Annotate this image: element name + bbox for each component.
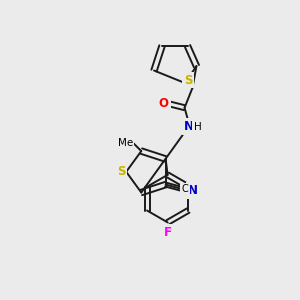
Text: F: F: [164, 226, 172, 239]
Text: O: O: [159, 97, 169, 110]
Text: N: N: [184, 120, 194, 133]
Text: Me: Me: [118, 138, 133, 148]
Text: S: S: [117, 165, 125, 178]
Text: S: S: [184, 74, 192, 87]
Text: N: N: [188, 184, 198, 197]
Text: C: C: [181, 184, 188, 194]
Text: H: H: [194, 122, 201, 131]
